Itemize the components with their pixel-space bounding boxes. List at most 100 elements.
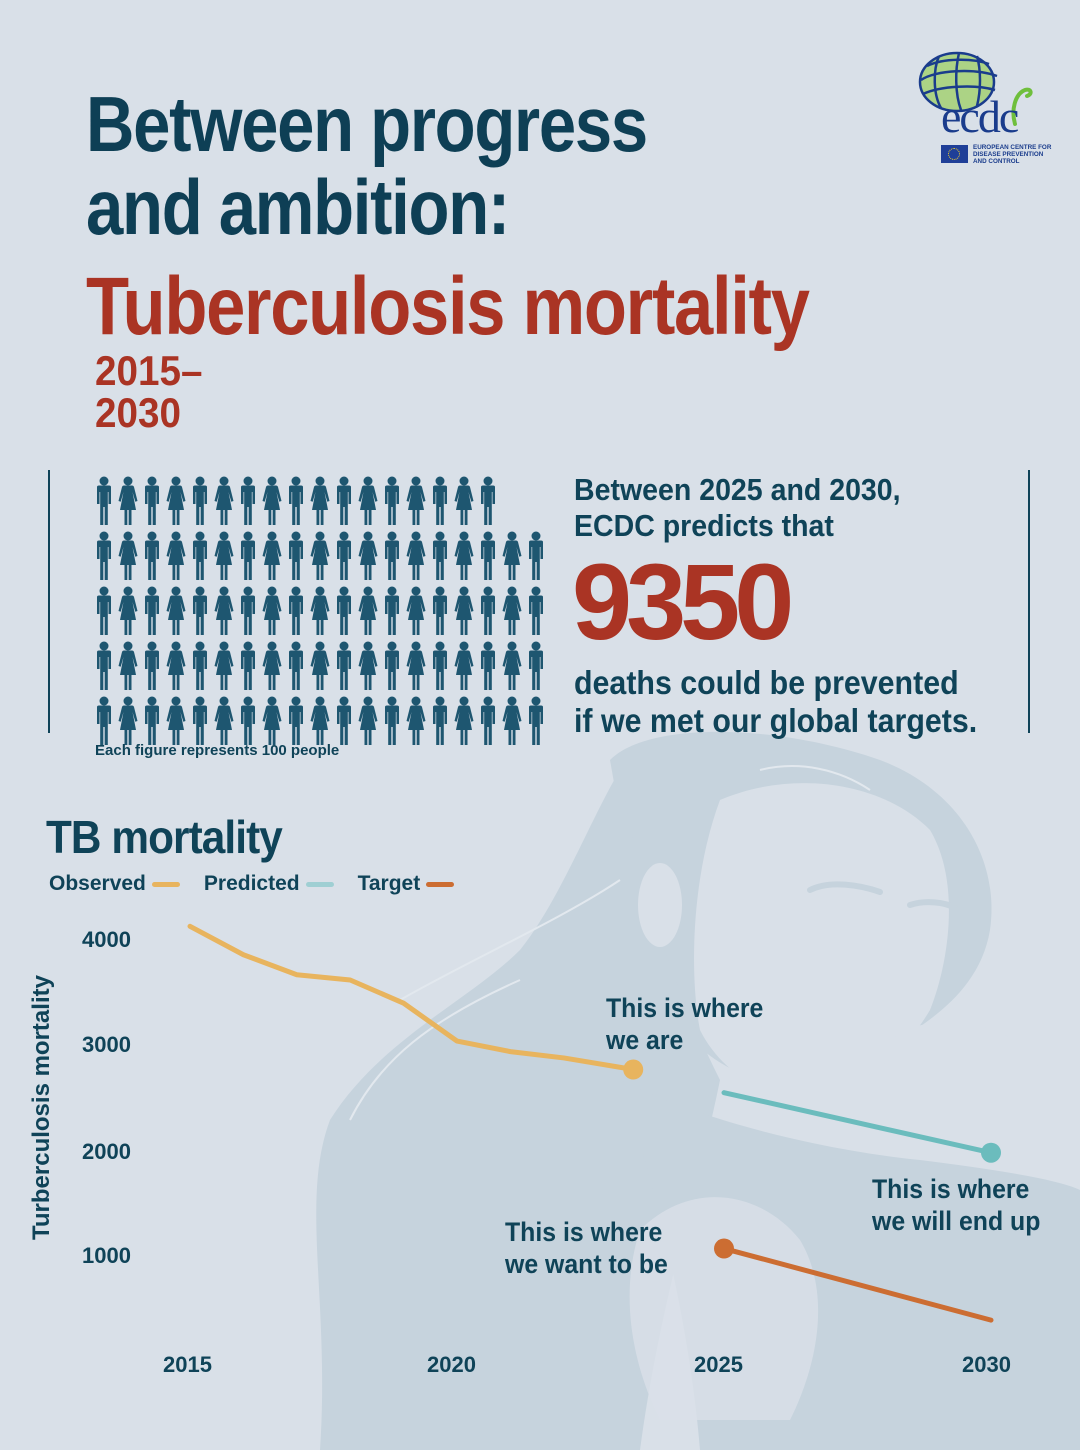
person-male-icon <box>433 476 447 525</box>
legend-observed: Observed <box>49 872 180 896</box>
annotation-where-we-are-line-1: This is where <box>606 993 764 1023</box>
person-male-icon <box>289 476 303 525</box>
person-female-icon <box>118 586 138 635</box>
prevented-deaths-number: 9350 <box>572 541 794 662</box>
person-female-icon <box>214 641 234 690</box>
person-female-icon <box>214 531 234 580</box>
legend-predicted-label: Predicted <box>203 872 300 895</box>
person-female-icon <box>310 586 330 635</box>
x-tick-2015: 2015 <box>163 1352 212 1377</box>
person-male-icon <box>433 586 447 635</box>
person-female-icon <box>262 696 282 745</box>
person-female-icon <box>502 586 522 635</box>
person-female-icon <box>358 696 378 745</box>
person-male-icon <box>193 531 207 580</box>
person-female-icon <box>358 531 378 580</box>
predicted-marker <box>981 1142 1001 1163</box>
person-female-icon <box>310 531 330 580</box>
person-male-icon <box>97 586 111 635</box>
person-female-icon <box>358 641 378 690</box>
person-male-icon <box>145 531 159 580</box>
person-male-icon <box>481 696 495 745</box>
person-female-icon <box>166 531 186 580</box>
legend-target-swatch <box>426 881 455 887</box>
person-male-icon <box>529 641 543 690</box>
person-male-icon <box>241 641 255 690</box>
person-female-icon <box>310 476 330 525</box>
stat-intro-line-1: Between 2025 and 2030, <box>574 472 901 507</box>
stat-outro-line-1: deaths could be prevented <box>574 664 959 701</box>
globe-icon <box>918 51 1033 126</box>
person-male-icon <box>337 476 351 525</box>
person-female-icon <box>262 641 282 690</box>
pictogram-row <box>92 586 548 641</box>
target-line <box>721 1246 994 1323</box>
legend-observed-swatch <box>151 881 180 887</box>
predicted-line <box>721 1090 994 1156</box>
person-male-icon <box>481 586 495 635</box>
person-male-icon <box>145 641 159 690</box>
ecdc-subtitle: EUROPEAN CENTRE FOR DISEASE PREVENTION A… <box>973 144 1052 165</box>
legend-predicted-swatch <box>305 881 334 887</box>
person-male-icon <box>385 696 399 745</box>
left-divider <box>48 470 50 733</box>
person-male-icon <box>289 586 303 635</box>
pictogram-row <box>92 531 548 586</box>
person-male-icon <box>241 476 255 525</box>
person-male-icon <box>433 531 447 580</box>
annotation-where-we-are-line-2: we are <box>606 1025 684 1055</box>
person-female-icon <box>166 641 186 690</box>
person-female-icon <box>502 641 522 690</box>
person-female-icon <box>118 531 138 580</box>
y-tick-4000: 4000 <box>82 927 131 952</box>
person-female-icon <box>406 641 426 690</box>
person-female-icon <box>454 641 474 690</box>
person-female-icon <box>118 476 138 525</box>
person-female-icon <box>358 586 378 635</box>
person-male-icon <box>481 531 495 580</box>
person-female-icon <box>214 476 234 525</box>
person-male-icon <box>337 586 351 635</box>
title-line-1: Between progress <box>86 80 648 168</box>
chart-title: TB mortality <box>46 811 283 863</box>
person-male-icon <box>481 476 495 525</box>
year-range: 2015–2030 <box>95 347 203 436</box>
person-male-icon <box>433 641 447 690</box>
legend-target-label: Target <box>357 872 421 895</box>
person-male-icon <box>529 531 543 580</box>
x-tick-2030: 2030 <box>962 1352 1011 1377</box>
person-male-icon <box>289 641 303 690</box>
ecdc-wordmark: ecdc <box>941 91 1019 142</box>
y-tick-2000: 2000 <box>82 1139 131 1164</box>
people-pictogram <box>92 476 548 751</box>
person-female-icon <box>454 586 474 635</box>
person-male-icon <box>193 476 207 525</box>
pictogram-caption: Each figure represents 100 people <box>95 742 340 759</box>
person-female-icon <box>262 586 282 635</box>
observed-marker <box>623 1059 644 1080</box>
x-tick-2020: 2020 <box>427 1352 476 1377</box>
person-male-icon <box>529 696 543 745</box>
title-line-2: and ambition: <box>86 163 510 251</box>
annotation-will-end-up-line-1: This is where <box>872 1174 1030 1204</box>
chart-legend: Observed Predicted Target <box>49 872 478 896</box>
person-male-icon <box>289 696 303 745</box>
person-female-icon <box>358 476 378 525</box>
person-female-icon <box>166 586 186 635</box>
person-male-icon <box>241 586 255 635</box>
right-divider <box>1028 470 1030 733</box>
person-female-icon <box>214 586 234 635</box>
person-male-icon <box>145 696 159 745</box>
person-female-icon <box>406 696 426 745</box>
person-male-icon <box>97 531 111 580</box>
pictogram-row <box>92 641 548 696</box>
person-male-icon <box>145 476 159 525</box>
person-female-icon <box>406 476 426 525</box>
pictogram-row <box>92 696 548 751</box>
stat-intro: Between 2025 and 2030, ECDC predicts tha… <box>574 472 901 544</box>
pictogram-row <box>92 476 548 531</box>
person-male-icon <box>193 586 207 635</box>
person-female-icon <box>502 696 522 745</box>
stat-outro-line-2: if we met our global targets. <box>574 702 978 739</box>
